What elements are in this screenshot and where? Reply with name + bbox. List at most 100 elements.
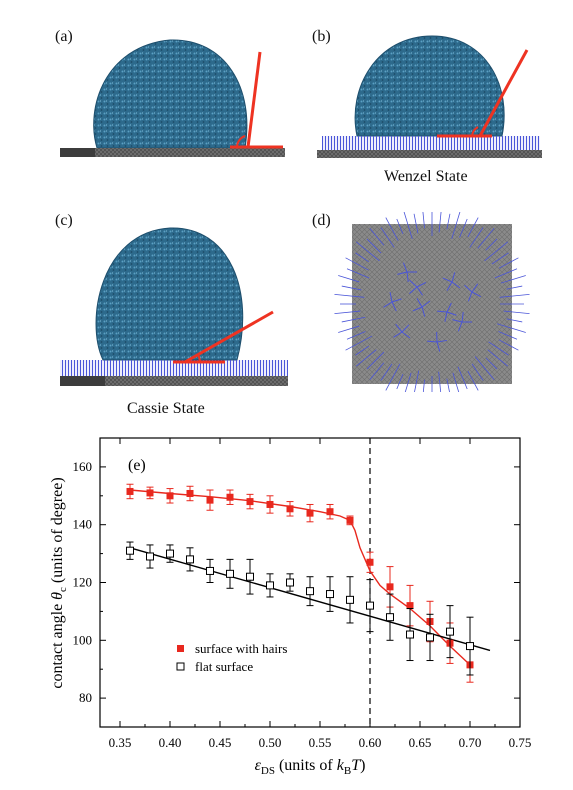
data-point-hairs <box>266 500 274 508</box>
panel-d: (d) <box>312 212 547 392</box>
hair-spoke <box>487 349 509 367</box>
y-tick-label: 140 <box>73 517 93 532</box>
hair-spoke <box>469 227 484 248</box>
substrate-a <box>60 148 285 157</box>
hair-cluster <box>406 271 409 282</box>
hair-spoke <box>477 227 495 249</box>
hair-spoke <box>485 357 498 370</box>
hair-spoke <box>485 238 498 251</box>
hair-spoke <box>488 341 509 356</box>
panel-d-label: (d) <box>312 212 331 229</box>
substrate-c <box>60 376 288 386</box>
hair-spoke <box>457 366 468 390</box>
panel-b: (b) Wenzel State <box>312 28 547 190</box>
panel-b-label: (b) <box>312 28 331 45</box>
data-point-hairs <box>386 583 394 591</box>
data-point-hairs <box>226 493 234 501</box>
hair-spoke <box>396 218 404 234</box>
panel-c-figure <box>60 227 288 386</box>
hair-spoke <box>474 356 495 381</box>
hair-cluster <box>409 279 418 288</box>
data-point-hairs <box>246 498 254 506</box>
hair-spoke <box>496 323 526 333</box>
hair-spoke <box>484 241 509 262</box>
hair-cluster <box>457 321 463 332</box>
data-point-hairs <box>186 489 194 497</box>
hair-cluster <box>391 301 397 312</box>
data-point-flat <box>246 572 254 581</box>
hair-layer-b <box>322 136 540 152</box>
x-tick-label: 0.60 <box>359 735 382 750</box>
hair-cluster <box>395 323 403 333</box>
hair-layer-c <box>60 360 288 376</box>
hair-spoke <box>500 275 526 284</box>
x-tick-label: 0.40 <box>159 735 182 750</box>
data-point-hairs <box>306 509 314 517</box>
hair-spoke <box>438 371 442 392</box>
hair-cluster <box>471 291 482 298</box>
hair-cluster <box>412 306 423 312</box>
hair-spoke <box>338 275 360 283</box>
data-point-flat <box>186 555 194 564</box>
hair-cluster <box>446 311 457 316</box>
data-point-flat <box>226 569 234 578</box>
hair-cluster <box>446 281 453 291</box>
data-point-flat <box>426 633 434 642</box>
hair-spoke <box>385 363 401 391</box>
data-point-flat <box>386 613 394 622</box>
hair-spoke <box>355 252 370 263</box>
x-tick-label: 0.45 <box>209 735 232 750</box>
hair-cluster <box>401 331 411 339</box>
panel-a-label: (a) <box>55 28 73 45</box>
hair-spoke <box>498 331 518 340</box>
hair-spoke <box>467 217 479 238</box>
substrate-b <box>317 150 542 158</box>
hair-spoke <box>338 325 360 333</box>
hair-spoke <box>366 351 385 370</box>
panel-c: (c) Cassie State <box>55 212 290 417</box>
hair-spoke <box>369 227 385 246</box>
data-point-flat <box>466 642 474 651</box>
hair-spoke <box>355 345 370 356</box>
data-point-flat <box>366 601 374 610</box>
hair-spoke <box>355 241 380 262</box>
hair-cluster <box>451 281 461 289</box>
hair-cluster <box>421 300 431 308</box>
legend-marker-flat <box>176 662 185 671</box>
data-point-flat <box>406 630 414 639</box>
y-tick-label: 80 <box>79 690 92 705</box>
hair-spoke <box>355 349 377 367</box>
hair-spoke <box>471 363 484 381</box>
hair-cluster <box>467 291 473 302</box>
hair-cluster <box>426 340 438 343</box>
droplet-a <box>93 39 248 149</box>
hair-spoke <box>369 362 385 381</box>
hair-spoke <box>438 212 442 233</box>
cassie-caption: Cassie State <box>127 400 205 417</box>
y-axis-label: contact angle θc (units of degree) <box>49 477 69 688</box>
data-point-hairs <box>346 516 354 524</box>
data-point-hairs <box>146 489 154 497</box>
hair-cluster <box>464 284 473 293</box>
data-point-flat <box>446 627 454 636</box>
hair-spoke <box>404 372 412 392</box>
hair-cluster <box>416 286 424 296</box>
hair-cluster <box>444 311 448 322</box>
data-point-flat <box>306 587 314 596</box>
panel-b-figure <box>317 35 542 158</box>
hair-spoke <box>396 374 404 390</box>
hair-spoke <box>346 331 366 340</box>
x-axis-label: εDS (units of kBT) <box>255 757 366 777</box>
hair-cluster <box>402 262 408 273</box>
data-point-hairs <box>286 505 294 513</box>
hair-spoke <box>334 310 361 315</box>
hair-spoke <box>459 218 468 238</box>
hair-spoke <box>334 293 365 298</box>
data-point-flat <box>326 590 334 599</box>
hair-spoke <box>446 378 450 392</box>
hair-spoke <box>385 217 399 241</box>
y-tick-label: 160 <box>73 459 93 474</box>
panel-a-figure <box>60 39 285 157</box>
hair-cluster <box>389 292 393 303</box>
legend: surface with hairs flat surface <box>176 641 287 674</box>
